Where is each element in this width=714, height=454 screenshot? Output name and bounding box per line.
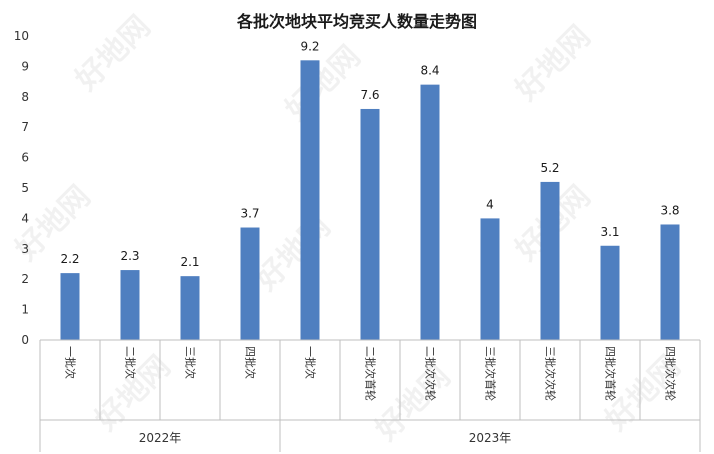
watermark: 好地网	[508, 19, 597, 108]
watermark: 好地网	[368, 359, 457, 448]
data-label: 3.1	[600, 225, 619, 239]
bar	[180, 276, 200, 340]
data-label: 4	[486, 197, 494, 211]
x-tick-label: 四批次首轮	[604, 346, 618, 401]
data-label: 2.1	[180, 255, 199, 269]
y-tick-label: 5	[21, 181, 29, 195]
x-tick-label: 二批次	[124, 346, 138, 379]
bar	[600, 245, 620, 340]
bar	[360, 108, 380, 341]
data-label: 2.2	[60, 252, 79, 266]
bar	[300, 60, 320, 340]
chart-title: 各批次地块平均竞买人数量走势图	[236, 12, 477, 31]
y-tick-label: 1	[21, 303, 29, 317]
bar	[120, 270, 140, 340]
x-tick-label: 一批次	[304, 346, 318, 379]
x-tick-label: 三批次	[184, 346, 198, 379]
bars	[60, 60, 680, 341]
x-tick-label: 二批次首轮	[364, 346, 378, 401]
y-tick-label: 4	[21, 211, 29, 225]
x-axis: 一批次 二批次 三批次 四批次 一批次 二批次首轮 二批次次轮 三批次首轮 三批次次轮 四批次首轮…	[39, 339, 701, 452]
y-axis-ticks: 0 1 2 3 4 5 6 7 8 9 10	[14, 29, 29, 347]
y-tick-label: 7	[21, 120, 29, 134]
x-tick-label: 二批次次轮	[424, 346, 438, 401]
y-tick-label: 8	[21, 90, 29, 104]
bar	[480, 218, 500, 340]
x-tick-label: 一批次	[64, 346, 78, 379]
data-label: 3.8	[660, 203, 679, 217]
data-label: 9.2	[300, 39, 319, 53]
data-label: 8.4	[420, 64, 439, 78]
y-tick-label: 10	[14, 29, 29, 43]
x-tick-label: 四批次	[244, 346, 258, 379]
data-label: 2.3	[120, 249, 139, 263]
bar	[420, 84, 440, 340]
bar	[240, 227, 260, 340]
data-label: 5.2	[540, 161, 559, 175]
bar	[660, 224, 680, 340]
group-label: 2022年	[139, 431, 182, 445]
watermark: 好地网	[248, 209, 337, 298]
watermark: 好地网	[68, 9, 157, 98]
bar	[540, 181, 560, 340]
data-label: 3.7	[240, 207, 259, 221]
x-tick-label: 四批次次轮	[664, 346, 678, 401]
y-tick-label: 6	[21, 151, 29, 165]
data-label: 7.6	[360, 88, 379, 102]
watermark-layer: 好地网好地网好地网好地网好地网好地网好地网好地网好地网	[8, 9, 687, 448]
y-tick-label: 9	[21, 59, 29, 73]
x-tick-label: 三批次首轮	[484, 346, 498, 401]
y-tick-label: 0	[21, 333, 29, 347]
bar	[60, 273, 80, 340]
data-labels: 2.2 2.3 2.1 3.7 9.2 7.6 8.4 4 5.2 3.1 3.8	[60, 39, 679, 269]
y-tick-label: 3	[21, 242, 29, 256]
y-tick-label: 2	[21, 272, 29, 286]
group-label: 2023年	[469, 431, 512, 445]
x-tick-label: 三批次次轮	[544, 346, 558, 401]
watermark: 好地网	[278, 39, 367, 128]
